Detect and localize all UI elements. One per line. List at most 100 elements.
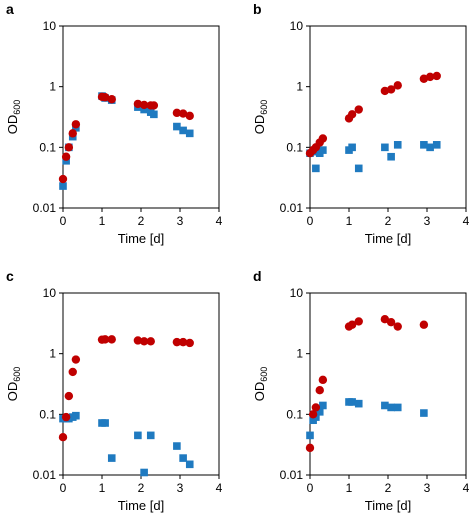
y-axis-label-main: OD [5,382,20,402]
data-point-square [146,431,155,440]
data-point-square [306,431,314,440]
y-tick-label: 10 [43,19,57,33]
series-red-circles [305,314,429,453]
data-point-circle [425,72,435,82]
data-point-circle [61,412,71,422]
x-tick-label: 2 [385,214,392,228]
y-axis-label: OD600 [252,100,269,135]
x-axis-label: Time [d] [118,231,164,246]
y-axis-label-subscript: 600 [259,367,269,382]
data-point-square [319,401,327,410]
series-blue-squares [306,141,441,173]
plot-frame [309,25,467,209]
panel-d: d 0.01 0.1 1 10 0 1 2 3 4 Time [d] OD600 [252,268,470,513]
x-tick-label: 4 [216,214,223,228]
y-axis-label-subscript: 600 [12,100,22,115]
y-tick-label: 10 [290,19,304,33]
y-tick-label: 0.01 [33,468,57,482]
x-tick-label: 2 [138,214,145,228]
data-point-square [173,442,181,450]
data-point-square [150,110,158,119]
data-point-square [179,126,187,135]
y-tick-label: 1 [296,80,303,94]
y-tick-label: 0.1 [286,140,303,154]
data-point-circle [393,322,402,331]
data-point-circle [347,110,357,119]
data-point-circle [58,174,68,184]
data-point-square [312,164,320,173]
x-tick-label: 3 [177,214,184,228]
panel-label: b [253,1,262,17]
y-tick-label: 0.1 [39,407,56,421]
series-blue-squares [59,411,194,477]
series-red-circles [58,335,194,442]
y-tick-label: 1 [49,347,56,361]
data-point-circle [139,337,149,346]
data-point-circle [354,105,363,114]
data-point-square [140,105,148,114]
x-tick-label: 3 [424,214,431,228]
data-point-square [387,403,395,412]
x-tick-label: 4 [216,481,223,495]
x-tick-label: 4 [463,214,470,228]
data-point-square [426,143,434,152]
y-tick-label: 0.01 [280,468,304,482]
data-point-square [319,146,327,154]
y-axis-label: OD600 [5,100,22,135]
data-point-circle [354,317,363,326]
data-point-square [140,468,148,477]
data-point-circle [61,152,71,161]
data-point-circle [347,320,357,329]
y-tick-label: 10 [290,286,304,300]
y-tick-label: 0.01 [280,201,304,215]
plot-frame [62,25,220,209]
data-point-square [381,401,389,410]
data-point-square [420,141,428,149]
data-point-square [348,398,356,406]
x-tick-label: 0 [307,214,314,228]
x-tick-label: 0 [307,481,314,495]
data-point-square [354,164,363,173]
y-tick-label: 0.1 [286,407,303,421]
data-point-circle [146,337,155,346]
data-point-circle [178,109,188,118]
data-point-circle [315,385,324,395]
y-tick-label: 1 [49,80,56,94]
data-point-square [72,411,80,420]
data-point-square [59,182,67,190]
data-point-circle [172,337,182,347]
x-tick-label: 1 [346,214,353,228]
data-point-square [173,122,181,131]
data-point-circle [305,443,315,453]
y-axis-label-subscript: 600 [259,100,269,115]
y-tick-label: 10 [43,286,57,300]
data-point-square [107,454,116,462]
data-point-circle [107,95,116,104]
data-point-square [101,419,109,427]
x-axis-label: Time [d] [365,498,411,513]
x-tick-label: 3 [177,481,184,495]
y-axis-label: OD600 [252,367,269,402]
data-point-square [432,141,441,149]
data-point-circle [380,314,390,324]
data-point-circle [185,111,194,121]
x-tick-label: 4 [463,481,470,495]
data-point-square [354,399,363,408]
data-point-square [387,152,395,161]
data-point-circle [318,375,328,385]
data-point-circle [432,71,441,81]
data-point-circle [308,410,318,419]
panel-c: c 0.01 0.1 1 10 0 1 2 3 4 Time [d] OD600 [5,268,223,513]
data-point-circle [172,108,182,118]
y-axis-label: OD600 [5,367,22,402]
panel-label: d [253,268,262,284]
data-point-circle [185,338,194,348]
series-blue-squares [59,92,194,190]
data-point-circle [107,335,116,344]
data-point-square [381,143,389,152]
data-point-circle [68,367,77,377]
y-axis-label-subscript: 600 [12,367,22,382]
y-axis-label-main: OD [252,382,267,402]
data-point-circle [386,318,396,327]
